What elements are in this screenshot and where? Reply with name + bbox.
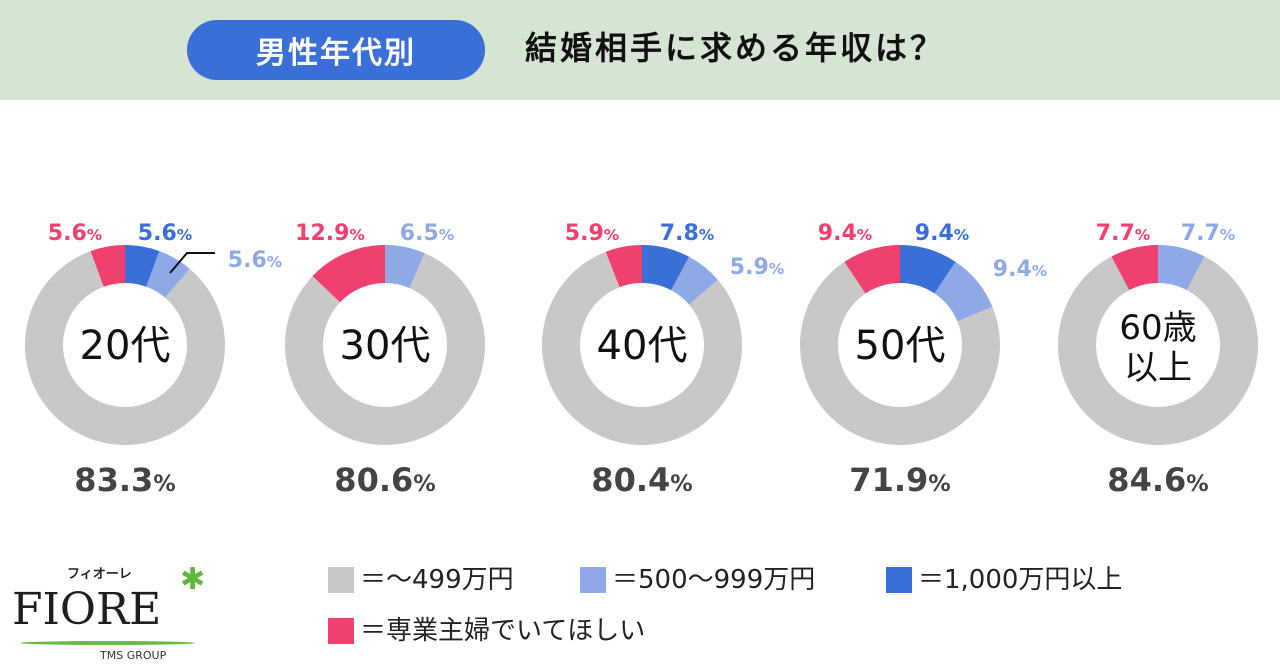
- data-label: 5.6%: [48, 221, 102, 246]
- legend-swatch: [328, 567, 354, 593]
- legend-label: ＝500〜999万円: [612, 565, 816, 595]
- legend-item-over1000: ＝1,000万円以上: [886, 565, 1122, 595]
- data-label: 7.7%: [1096, 221, 1150, 246]
- logo-swoosh: [20, 641, 195, 645]
- data-label: 83.3%: [74, 461, 175, 499]
- segment-under499: [25, 251, 226, 445]
- donut-center-label: 以上: [1124, 348, 1192, 388]
- legend-label: ＝専業主婦でいてほしい: [360, 616, 646, 646]
- data-label: 71.9%: [849, 461, 950, 499]
- legend-label: ＝〜499万円: [360, 565, 514, 595]
- legend-label: ＝1,000万円以上: [918, 565, 1123, 595]
- data-label: 84.6%: [1107, 461, 1208, 499]
- segment-housewife: [312, 245, 385, 303]
- segment-over1000: [900, 245, 956, 294]
- segment-500to999: [671, 256, 718, 305]
- legend-swatch: [328, 618, 354, 644]
- segment-500to999: [934, 261, 993, 322]
- donut-center-label: 50代: [855, 323, 946, 369]
- segment-500to999: [1158, 245, 1205, 291]
- data-label: 80.6%: [334, 461, 435, 499]
- segment-under499: [1058, 256, 1259, 445]
- data-label: 9.4%: [993, 257, 1047, 282]
- segment-housewife: [844, 245, 900, 294]
- segment-housewife: [605, 245, 642, 288]
- logo-kana: フィオーレ: [67, 567, 132, 582]
- donut-center-label: 60歳: [1119, 308, 1196, 348]
- segment-under499: [285, 253, 485, 445]
- data-label: 7.7%: [1181, 221, 1235, 246]
- logo-name: FIORE: [12, 584, 162, 635]
- data-label: 5.6%: [228, 248, 282, 273]
- segment-500to999: [385, 245, 425, 289]
- segment-over1000: [642, 245, 690, 291]
- legend-item-500to999: ＝500〜999万円: [580, 565, 815, 595]
- clover-icon: ✱: [180, 562, 206, 597]
- data-label: 80.4%: [591, 461, 692, 499]
- data-label: 6.5%: [400, 221, 454, 246]
- data-label: 7.8%: [660, 221, 714, 246]
- segment-over1000: [125, 245, 160, 287]
- data-label: 9.4%: [818, 221, 872, 246]
- segment-under499: [542, 251, 742, 446]
- data-label: 9.4%: [915, 221, 969, 246]
- leader-line: [169, 252, 215, 274]
- legend-swatch: [886, 567, 912, 593]
- donut-center-label: 40代: [597, 323, 688, 369]
- segment-housewife: [1111, 245, 1158, 291]
- logo-group: TMS GROUP: [100, 649, 167, 662]
- data-label: 12.9%: [295, 221, 365, 246]
- fiore-logo: フィオーレ FIORE ✱ TMS GROUP: [12, 565, 212, 665]
- legend-swatch: [580, 567, 606, 593]
- header-bar: 男性年代別 結婚相手に求める年収は？: [0, 0, 1280, 100]
- category-badge: 男性年代別: [187, 20, 485, 80]
- donut-center-label: 30代: [340, 323, 431, 369]
- segment-under499: [800, 261, 1000, 445]
- data-label: 5.9%: [730, 255, 784, 280]
- legend-item-housewife: ＝専業主婦でいてほしい: [328, 616, 645, 646]
- donut-center-label: 20代: [80, 323, 171, 369]
- data-label: 5.6%: [138, 221, 192, 246]
- segment-housewife: [90, 245, 125, 287]
- page-title: 結婚相手に求める年収は？: [525, 29, 946, 67]
- legend-item-under499: ＝〜499万円: [328, 565, 514, 595]
- data-label: 5.9%: [565, 221, 619, 246]
